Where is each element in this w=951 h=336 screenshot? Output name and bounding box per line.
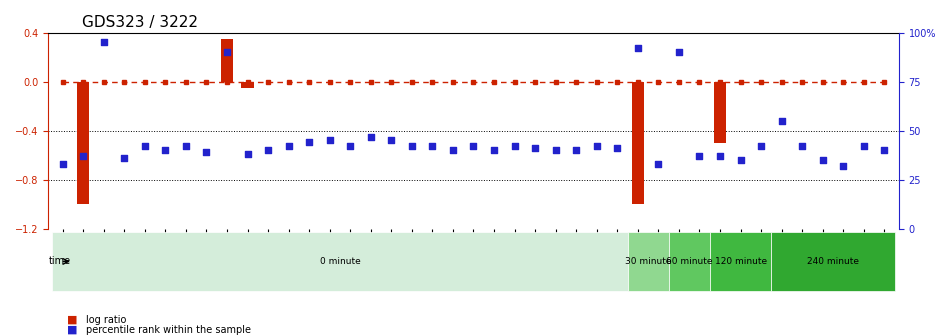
Point bbox=[569, 148, 584, 153]
Text: GDS323 / 3222: GDS323 / 3222 bbox=[82, 15, 198, 30]
Point bbox=[753, 144, 768, 149]
Point bbox=[404, 144, 419, 149]
Point bbox=[240, 152, 255, 157]
Text: 60 minute: 60 minute bbox=[666, 257, 712, 266]
Point bbox=[590, 144, 605, 149]
Text: 30 minute: 30 minute bbox=[625, 257, 671, 266]
FancyBboxPatch shape bbox=[669, 232, 709, 291]
Point bbox=[342, 144, 358, 149]
Point bbox=[383, 138, 398, 143]
Point bbox=[836, 163, 851, 169]
Point bbox=[774, 118, 789, 124]
Point bbox=[261, 148, 276, 153]
Bar bbox=[714, 82, 727, 143]
Text: percentile rank within the sample: percentile rank within the sample bbox=[86, 325, 251, 335]
Text: 120 minute: 120 minute bbox=[714, 257, 767, 266]
Bar bbox=[242, 82, 254, 88]
Point bbox=[650, 161, 666, 167]
Point bbox=[733, 157, 748, 163]
Text: ■: ■ bbox=[67, 314, 77, 325]
FancyBboxPatch shape bbox=[52, 232, 628, 291]
Point bbox=[425, 144, 440, 149]
FancyBboxPatch shape bbox=[771, 232, 895, 291]
Text: time: time bbox=[49, 256, 71, 266]
Point bbox=[712, 154, 728, 159]
FancyBboxPatch shape bbox=[628, 232, 669, 291]
Point bbox=[487, 148, 502, 153]
Point bbox=[117, 156, 132, 161]
Text: 240 minute: 240 minute bbox=[807, 257, 859, 266]
Point bbox=[671, 49, 687, 55]
Point bbox=[301, 140, 317, 145]
Point bbox=[281, 144, 296, 149]
Point bbox=[220, 49, 235, 55]
Bar bbox=[77, 82, 89, 204]
Text: log ratio: log ratio bbox=[86, 314, 126, 325]
Point bbox=[137, 144, 152, 149]
Point bbox=[445, 148, 460, 153]
Point bbox=[199, 150, 214, 155]
Point bbox=[795, 144, 810, 149]
Point bbox=[178, 144, 193, 149]
Point bbox=[75, 154, 90, 159]
Point bbox=[877, 148, 892, 153]
Text: 0 minute: 0 minute bbox=[320, 257, 360, 266]
Point bbox=[466, 144, 481, 149]
Point bbox=[96, 40, 111, 45]
Point bbox=[55, 161, 70, 167]
Point bbox=[528, 145, 543, 151]
Text: ■: ■ bbox=[67, 325, 77, 335]
Point bbox=[815, 157, 830, 163]
Point bbox=[158, 148, 173, 153]
Point bbox=[507, 144, 522, 149]
Point bbox=[548, 148, 563, 153]
Point bbox=[322, 138, 338, 143]
Point bbox=[692, 154, 708, 159]
Point bbox=[363, 134, 378, 139]
Point bbox=[631, 46, 646, 51]
Bar bbox=[221, 39, 233, 82]
FancyBboxPatch shape bbox=[709, 232, 771, 291]
Point bbox=[610, 145, 625, 151]
Bar bbox=[631, 82, 644, 204]
Point bbox=[856, 144, 871, 149]
